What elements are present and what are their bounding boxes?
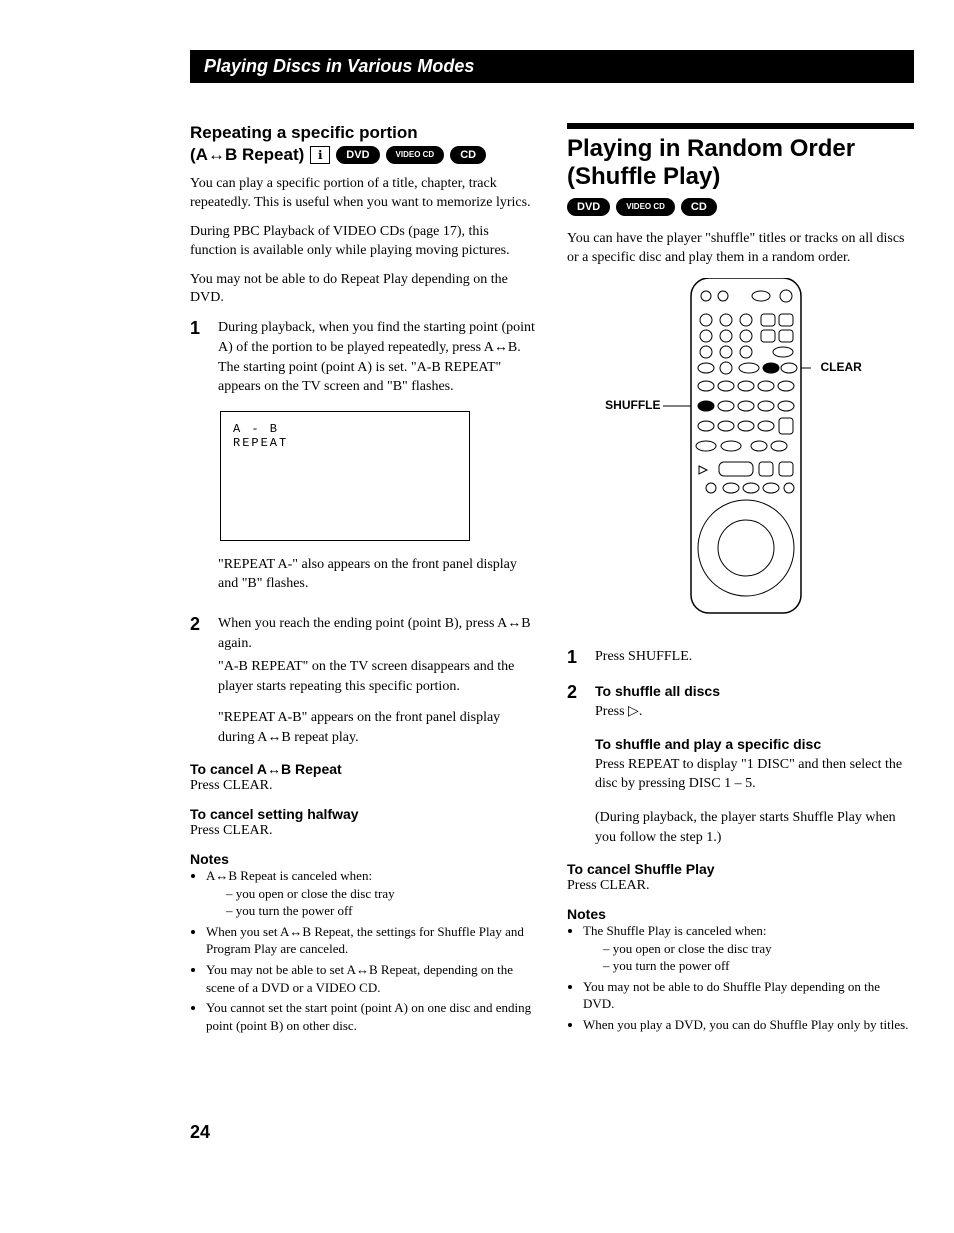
left-step-2: 2 When you reach the ending point (point…	[190, 614, 537, 748]
left-column: Repeating a specific portion (A↔B Repeat…	[190, 123, 537, 1042]
step2c-text: (During playback, the player starts Shuf…	[595, 808, 914, 847]
videocd-badge: VIDEO CD	[386, 146, 445, 164]
step2b-body: Press REPEAT to display "1 DISC" and the…	[595, 755, 914, 794]
step-body: To shuffle all discs Press ▷. To shuffle…	[595, 682, 914, 847]
note-item: When you set A↔B Repeat, the settings fo…	[206, 923, 537, 958]
right-step-1: 1 Press SHUFFLE.	[567, 647, 914, 668]
step1-text: Press SHUFFLE.	[595, 647, 914, 668]
note-sublist: – you open or close the disc tray – you …	[206, 885, 537, 920]
step1-line-b: The starting point (point A) is set. "A-…	[218, 358, 537, 397]
step2-body: Press ▷.	[595, 702, 914, 722]
tv-screen-box: A - B REPEAT	[220, 411, 470, 541]
cancel1-title: To cancel A↔B Repeat	[190, 761, 537, 777]
tv-line2: REPEAT	[233, 436, 457, 450]
note-item: The Shuffle Play is canceled when: – you…	[583, 922, 914, 975]
note-item: You may not be able to do Shuffle Play d…	[583, 978, 914, 1013]
note-sub-item: – you turn the power off	[603, 957, 914, 975]
note-item: When you play a DVD, you can do Shuffle …	[583, 1016, 914, 1034]
cancel1-body: Press CLEAR.	[190, 777, 537, 796]
left-intro-2: During PBC Playback of VIDEO CDs (page 1…	[190, 223, 537, 261]
note-sub-item: – you turn the power off	[226, 902, 537, 920]
step-number: 1	[567, 647, 583, 668]
right-notes-title: Notes	[567, 906, 914, 922]
shuffle-label: SHUFFLE	[605, 398, 660, 412]
note-sub-item: – you open or close the disc tray	[226, 885, 537, 903]
right-step-2: 2 To shuffle all discs Press ▷. To shuff…	[567, 682, 914, 847]
step2-title: To shuffle all discs	[595, 682, 914, 702]
left-intro-1: You can play a specific portion of a tit…	[190, 175, 537, 213]
clear-label: CLEAR	[821, 360, 862, 374]
note-sub-item: – you open or close the disc tray	[603, 940, 914, 958]
note-item: You cannot set the start point (point A)…	[206, 999, 537, 1034]
cd-badge: CD	[450, 146, 486, 164]
info-icon: ℹ	[310, 146, 330, 164]
left-subtitle: (A↔B Repeat)	[190, 145, 304, 165]
note-sublist: – you open or close the disc tray – you …	[583, 940, 914, 975]
note-text: A↔B Repeat is canceled when:	[206, 868, 372, 883]
right-title-1: Playing in Random Order	[567, 135, 914, 163]
step1-line-a: During playback, when you find the start…	[218, 318, 537, 357]
left-notes-title: Notes	[190, 851, 537, 867]
note-text: The Shuffle Play is canceled when:	[583, 923, 767, 938]
right-cancel-body: Press CLEAR.	[567, 877, 914, 896]
cancel2-body: Press CLEAR.	[190, 822, 537, 841]
content-columns: Repeating a specific portion (A↔B Repeat…	[40, 123, 914, 1042]
dvd-badge: DVD	[567, 198, 610, 216]
right-badge-row: DVD VIDEO CD CD	[567, 198, 914, 216]
videocd-badge: VIDEO CD	[616, 198, 675, 216]
step2-line-a: When you reach the ending point (point B…	[218, 614, 537, 653]
step-number: 2	[190, 614, 206, 748]
note-item: A↔B Repeat is canceled when: – you open …	[206, 867, 537, 920]
cancel2-title: To cancel setting halfway	[190, 806, 537, 822]
note-item: You may not be able to set A↔B Repeat, d…	[206, 961, 537, 996]
step-number: 1	[190, 318, 206, 396]
step-body: When you reach the ending point (point B…	[218, 614, 537, 748]
step2b-title: To shuffle and play a specific disc	[595, 735, 914, 755]
right-notes-list: The Shuffle Play is canceled when: – you…	[567, 922, 914, 1033]
left-step1-note: "REPEAT A-" also appears on the front pa…	[190, 555, 537, 594]
remote-svg	[611, 278, 871, 618]
left-title: Repeating a specific portion	[190, 123, 537, 143]
tv-line1: A - B	[233, 422, 457, 436]
step2-line-c: "REPEAT A-B" appears on the front panel …	[218, 708, 537, 747]
step-number: 2	[567, 682, 583, 847]
left-notes-list: A↔B Repeat is canceled when: – you open …	[190, 867, 537, 1034]
left-intro-3: You may not be able to do Repeat Play de…	[190, 271, 537, 309]
step-body: During playback, when you find the start…	[218, 318, 537, 396]
left-step-1: 1 During playback, when you find the sta…	[190, 318, 537, 396]
right-title-2: (Shuffle Play)	[567, 163, 914, 191]
section-header-bar: Playing Discs in Various Modes	[190, 50, 914, 83]
right-intro: You can have the player "shuffle" titles…	[567, 230, 914, 268]
left-subtitle-row: (A↔B Repeat) ℹ DVD VIDEO CD CD	[190, 145, 537, 165]
page-number: 24	[190, 1122, 914, 1143]
section-divider-bar	[567, 123, 914, 129]
right-column: Playing in Random Order (Shuffle Play) D…	[567, 123, 914, 1042]
step1-line-c: "REPEAT A-" also appears on the front pa…	[218, 555, 537, 594]
remote-diagram: SHUFFLE CLEAR	[611, 278, 871, 623]
step2-line-b: "A-B REPEAT" on the TV screen disappears…	[218, 657, 537, 696]
cd-badge: CD	[681, 198, 717, 216]
dvd-badge: DVD	[336, 146, 379, 164]
right-cancel-title: To cancel Shuffle Play	[567, 861, 914, 877]
